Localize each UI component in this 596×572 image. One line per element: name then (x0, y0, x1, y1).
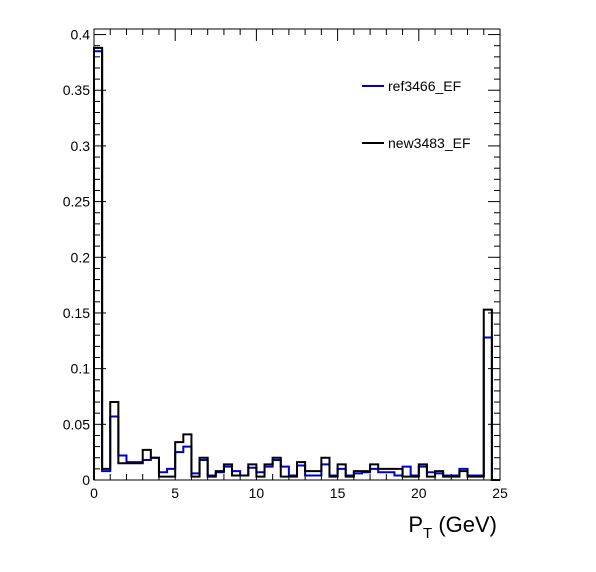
bin-new3483-16 (224, 464, 232, 480)
bin-new3483-15 (216, 471, 224, 480)
y-tick-label: 0.2 (71, 249, 91, 265)
bin-new3483-19 (248, 464, 256, 480)
legend-label-new3483: new3483_EF (388, 135, 471, 151)
bin-new3483-14 (208, 477, 216, 480)
bin-new3483-26 (305, 471, 313, 480)
y-tick-label: 0.05 (63, 416, 90, 432)
y-tick-label: 0.15 (63, 305, 90, 321)
y-tick-label: 0.35 (63, 82, 90, 98)
bin-new3483-11 (183, 434, 191, 480)
bin-new3483-9 (167, 477, 175, 480)
bin-new3483-4 (126, 463, 134, 480)
bin-new3483-34 (370, 464, 378, 480)
legend-box (358, 56, 492, 168)
bin-new3483-1 (102, 469, 110, 480)
x-tick-label: 25 (492, 485, 508, 501)
bin-new3483-45 (459, 471, 467, 480)
bin-new3483-28 (321, 458, 329, 480)
bin-new3483-29 (329, 477, 337, 480)
bin-new3483-43 (443, 477, 451, 480)
bin-new3483-33 (362, 471, 370, 480)
bin-new3483-48 (484, 310, 492, 480)
bin-new3483-32 (354, 471, 362, 480)
bin-new3483-6 (143, 450, 151, 480)
bin-new3483-2 (110, 402, 118, 480)
bin-new3483-30 (338, 464, 346, 480)
y-tick-label: 0 (82, 472, 90, 488)
x-tick-label: 5 (171, 485, 179, 501)
bin-new3483-31 (346, 477, 354, 480)
x-tick-label: 20 (411, 485, 427, 501)
y-tick-label: 0.4 (71, 27, 91, 43)
bin-new3483-22 (273, 458, 281, 480)
bin-new3483-41 (427, 477, 435, 480)
bin-new3483-20 (256, 477, 264, 480)
y-tick-label: 0.25 (63, 194, 90, 210)
x-tick-label: 10 (249, 485, 265, 501)
bin-new3483-47 (476, 477, 484, 480)
bin-new3483-8 (159, 477, 167, 480)
bin-new3483-27 (313, 471, 321, 480)
x-axis-title-subscript: T (423, 525, 432, 542)
x-tick-label: 0 (90, 485, 98, 501)
bin-new3483-40 (419, 464, 427, 480)
bin-new3483-24 (289, 477, 297, 480)
x-axis-title: PT (GeV) (408, 512, 497, 542)
bin-new3483-5 (135, 463, 143, 480)
x-axis-title-main: P (408, 512, 423, 537)
bin-new3483-46 (468, 477, 476, 480)
y-tick-label: 0.1 (71, 361, 91, 377)
x-axis-title-unit: (GeV) (432, 512, 497, 537)
legend-label-ref3466: ref3466_EF (388, 78, 461, 94)
bin-new3483-37 (394, 469, 402, 480)
bin-new3483-17 (232, 476, 240, 480)
bin-new3483-44 (451, 477, 459, 480)
bin-new3483-35 (378, 469, 386, 480)
bin-new3483-10 (175, 442, 183, 480)
bin-new3483-42 (435, 471, 443, 480)
bin-new3483-38 (403, 477, 411, 480)
plot-frame (93, 28, 501, 481)
bin-new3483-12 (191, 477, 199, 480)
bin-new3483-39 (411, 477, 419, 480)
bin-new3483-13 (200, 458, 208, 480)
bin-new3483-21 (265, 464, 273, 480)
bin-new3483-18 (240, 476, 248, 480)
x-tick-label: 15 (330, 485, 346, 501)
axes-layer: 0 5 10 15 20 25 0 0.05 0.1 0.15 0.2 0.25 0.3 0.35 0.4 (63, 27, 508, 501)
legend: ref3466_EF new3483_EF (358, 56, 492, 168)
bin-new3483-3 (118, 463, 126, 480)
y-tick-label: 0.3 (71, 138, 91, 154)
bin-new3483-36 (386, 469, 394, 480)
bin-new3483-25 (297, 462, 305, 480)
bin-new3483-23 (281, 477, 289, 480)
bin-new3483-7 (151, 458, 159, 480)
